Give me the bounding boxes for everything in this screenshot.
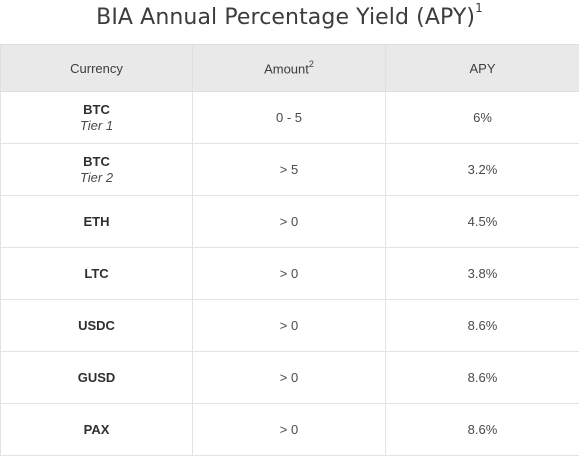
currency-cell: PAX	[0, 403, 193, 456]
amount-cell: > 0	[192, 195, 386, 248]
currency-cell: USDC	[0, 299, 193, 352]
amount-cell: > 5	[192, 143, 386, 196]
amount-footnote-mark: 2	[308, 58, 314, 69]
currency-tier: Tier 2	[79, 169, 114, 185]
currency-tier: Tier 1	[79, 117, 114, 133]
amount-cell: > 0	[192, 351, 386, 404]
currency-name: BTC	[83, 101, 110, 117]
currency-name: ETH	[83, 213, 110, 229]
header-apy: APY	[385, 44, 579, 92]
currency-cell: GUSD	[0, 351, 193, 404]
header-currency-label: Currency	[70, 60, 123, 76]
table-row: LTC > 0 3.8%	[0, 247, 579, 300]
header-currency: Currency	[0, 44, 193, 92]
header-amount: Amount2	[192, 44, 386, 92]
table-row: PAX > 0 8.6%	[0, 403, 579, 456]
apy-cell: 3.2%	[385, 143, 579, 196]
table-row: BTC Tier 1 0 - 5 6%	[0, 91, 579, 144]
table-row: GUSD > 0 8.6%	[0, 351, 579, 404]
amount-cell: 0 - 5	[192, 91, 386, 144]
currency-cell: BTC Tier 1	[0, 91, 193, 144]
apy-cell: 3.8%	[385, 247, 579, 300]
currency-cell: ETH	[0, 195, 193, 248]
currency-name: LTC	[84, 265, 109, 281]
currency-name: USDC	[78, 317, 115, 333]
apy-table: Currency Amount2 APY BTC Tier 1 0 - 5 6%…	[0, 44, 579, 456]
amount-cell: > 0	[192, 403, 386, 456]
currency-name: BTC	[83, 153, 110, 169]
page-title-text: BIA Annual Percentage Yield (APY)	[96, 5, 476, 30]
page-title: BIA Annual Percentage Yield (APY)1	[0, 0, 579, 32]
currency-name: GUSD	[77, 369, 116, 385]
currency-cell: LTC	[0, 247, 193, 300]
amount-cell: > 0	[192, 299, 386, 352]
amount-cell: > 0	[192, 247, 386, 300]
table-row: BTC Tier 2 > 5 3.2%	[0, 143, 579, 196]
apy-table-header: Currency Amount2 APY	[0, 44, 579, 92]
apy-cell: 8.6%	[385, 403, 579, 456]
currency-cell: BTC Tier 2	[0, 143, 193, 196]
title-footnote-mark: 1	[475, 0, 483, 15]
header-amount-label: Amount	[264, 61, 309, 77]
apy-cell: 8.6%	[385, 299, 579, 352]
apy-cell: 8.6%	[385, 351, 579, 404]
table-row: ETH > 0 4.5%	[0, 195, 579, 248]
header-apy-label: APY	[469, 60, 496, 76]
header-row: Currency Amount2 APY	[0, 44, 579, 92]
currency-name: PAX	[83, 421, 110, 437]
apy-cell: 6%	[385, 91, 579, 144]
table-row: USDC > 0 8.6%	[0, 299, 579, 352]
apy-cell: 4.5%	[385, 195, 579, 248]
apy-table-body: BTC Tier 1 0 - 5 6% BTC Tier 2 > 5 3.2% …	[0, 91, 579, 456]
